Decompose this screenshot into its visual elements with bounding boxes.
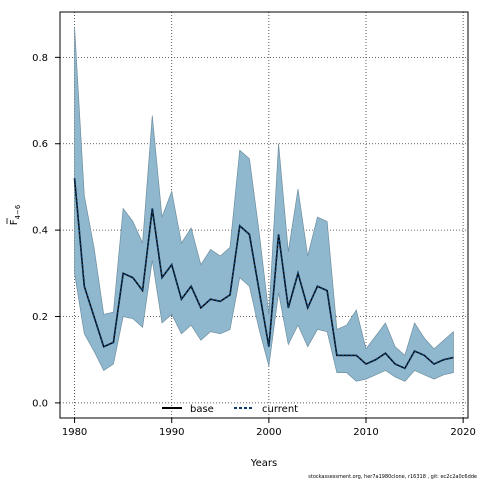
x-tick-label: 2000 bbox=[256, 427, 281, 438]
x-axis-title: Years bbox=[250, 458, 277, 469]
x-tick-label: 1980 bbox=[62, 427, 87, 438]
y-tick-label: 0.6 bbox=[32, 139, 48, 150]
confidence-band-layer bbox=[74, 27, 454, 382]
legend-label-current: current bbox=[262, 404, 298, 415]
x-tick-label: 1990 bbox=[159, 427, 184, 438]
svg-text:F4−6: F4−6 bbox=[9, 204, 22, 225]
legend-label-base: base bbox=[190, 404, 214, 415]
y-axis-title-subscript: 4−6 bbox=[14, 204, 22, 219]
plot-frame bbox=[59, 11, 469, 419]
series-lines-layer bbox=[73, 178, 454, 370]
confidence-band bbox=[74, 27, 454, 382]
y-axis: 0.0 0.2 0.4 0.6 0.8 bbox=[32, 53, 60, 409]
series-line-current bbox=[73, 178, 454, 370]
x-tick-label: 2010 bbox=[353, 427, 378, 438]
y-tick-label: 0.4 bbox=[32, 226, 48, 237]
legend: base current bbox=[162, 404, 298, 415]
y-tick-label: 0.0 bbox=[32, 398, 48, 409]
y-tick-label: 0.2 bbox=[32, 312, 48, 323]
x-tick-label: 2020 bbox=[450, 427, 475, 438]
y-axis-title: F4−6 bbox=[6, 204, 22, 225]
x-axis: 1980 1990 2000 2010 2020 bbox=[62, 418, 476, 438]
y-tick-label: 0.8 bbox=[32, 53, 48, 64]
y-axis-title-main: F bbox=[9, 219, 20, 225]
footnote: stockassessment.org, her7a1980clone, r16… bbox=[308, 474, 477, 480]
